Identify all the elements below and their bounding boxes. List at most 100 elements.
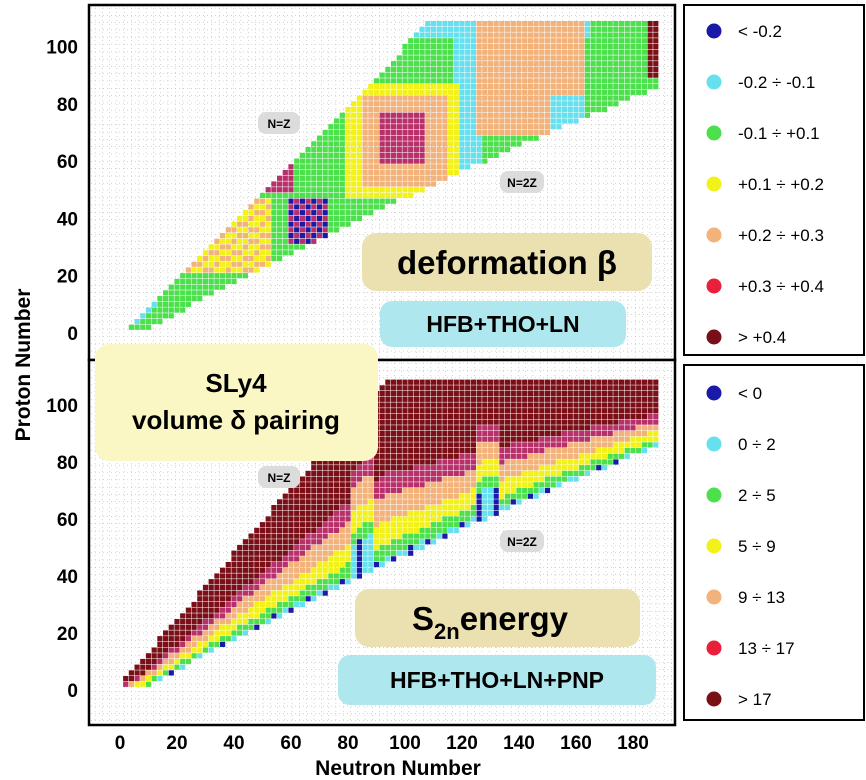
nuclide-dot xyxy=(573,419,579,425)
nuclide-dot xyxy=(459,448,465,454)
nuclide-dot xyxy=(316,584,323,590)
nuclide-dot xyxy=(254,198,260,204)
nuclide-dot xyxy=(419,482,425,488)
nuclide-dot xyxy=(550,55,556,61)
nuclide-dot xyxy=(584,419,590,425)
nuclide-dot xyxy=(556,419,562,425)
nuclide-dot xyxy=(413,482,419,488)
nuclide-dot xyxy=(385,539,391,545)
nuclide-dot xyxy=(265,221,271,227)
nuclide-dot xyxy=(254,624,260,630)
nuclide-dot xyxy=(550,459,556,465)
nuclide-dot xyxy=(430,402,437,408)
nuclide-dot xyxy=(584,20,590,27)
nuclide-dot xyxy=(265,250,271,256)
nuclide-dot xyxy=(345,522,351,528)
nuclide-dot xyxy=(242,210,248,216)
nuclide-dot xyxy=(556,112,562,118)
nuclide-dot xyxy=(242,596,248,602)
nuclide-dot xyxy=(402,522,408,528)
nuclide-dot xyxy=(408,499,414,505)
nuclide-dot xyxy=(339,175,345,181)
nuclide-dot xyxy=(619,84,625,90)
nuclide-dot xyxy=(527,95,533,101)
nuclide-dot xyxy=(339,522,345,528)
nuclide-dot xyxy=(442,442,448,448)
nuclide-dot xyxy=(476,413,482,419)
nuclide-dot xyxy=(242,261,248,267)
nuclide-dot xyxy=(436,419,442,425)
nuclide-dot xyxy=(562,66,568,73)
nuclide-dot xyxy=(362,499,368,505)
nuclide-dot xyxy=(396,124,402,130)
nuclide-dot xyxy=(334,539,340,545)
nuclide-dot xyxy=(510,499,516,505)
nuclide-dot xyxy=(527,430,533,437)
nuclide-dot xyxy=(516,66,522,73)
nuclide-dot xyxy=(311,584,317,590)
nuclide-dot xyxy=(425,516,431,522)
nuclide-dot xyxy=(596,55,602,61)
nuclide-dot xyxy=(425,533,431,539)
nuclide-dot xyxy=(379,187,385,193)
nuclide-dot xyxy=(391,556,397,562)
nuclide-dot xyxy=(294,556,300,562)
nuclide-dot xyxy=(470,101,476,107)
nuclide-dot xyxy=(442,499,448,505)
nuclide-dot xyxy=(202,607,209,613)
nuclide-dot xyxy=(493,499,499,505)
nuclide-dot xyxy=(391,106,397,113)
nuclide-dot xyxy=(305,215,311,221)
nuclide-dot xyxy=(316,164,323,170)
nuclide-dot xyxy=(282,169,288,176)
nuclide-dot xyxy=(653,391,659,397)
nuclide-dot xyxy=(265,562,271,568)
nuclide-dot xyxy=(362,533,368,539)
nuclide-dot xyxy=(294,158,300,164)
nuclide-dot xyxy=(334,505,340,511)
nuclide-dot xyxy=(220,619,226,625)
nuclide-dot xyxy=(539,124,545,130)
nuclide-dot xyxy=(277,175,283,181)
nuclide-dot xyxy=(482,101,488,107)
nuclide-dot xyxy=(379,470,385,476)
nuclide-dot xyxy=(487,106,494,113)
nuclide-dot xyxy=(430,379,437,385)
nuclide-dot xyxy=(527,49,533,55)
nuclide-dot xyxy=(465,118,471,124)
nuclide-dot xyxy=(430,533,437,539)
nuclide-dot xyxy=(351,101,357,107)
nuclide-dot xyxy=(619,425,625,431)
nuclide-dot xyxy=(368,476,374,482)
nuclide-dot xyxy=(436,470,442,476)
nuclide-dot xyxy=(453,118,459,124)
nuclide-dot xyxy=(562,38,568,44)
nuclide-dot xyxy=(396,95,402,101)
nuclide-dot xyxy=(242,232,248,239)
nuclide-dot xyxy=(453,158,459,164)
nuclide-dot xyxy=(368,210,374,216)
nuclide-dot xyxy=(482,487,488,494)
nuclide-dot xyxy=(214,590,220,596)
nuclide-dot xyxy=(316,215,323,221)
nuclide-dot xyxy=(368,505,374,511)
nuclide-dot xyxy=(562,78,568,84)
nuclide-dot xyxy=(288,533,294,539)
nuclide-dot xyxy=(448,152,454,158)
nuclide-dot xyxy=(510,385,516,391)
nuclide-dot xyxy=(607,49,613,55)
nuclide-dot xyxy=(476,124,482,130)
nuclide-dot xyxy=(396,152,402,158)
nuclide-dot xyxy=(345,129,351,136)
nuclide-dot xyxy=(180,307,186,313)
nuclide-dot xyxy=(373,453,380,459)
nuclide-dot xyxy=(242,573,248,579)
nuclide-dot xyxy=(533,124,539,130)
nuclide-dot xyxy=(413,49,419,55)
nuclide-dot xyxy=(391,118,397,124)
nuclide-dot xyxy=(522,465,528,471)
nuclide-dot xyxy=(202,255,209,262)
nuclide-dot xyxy=(567,391,573,397)
nuclide-dot xyxy=(573,430,579,437)
